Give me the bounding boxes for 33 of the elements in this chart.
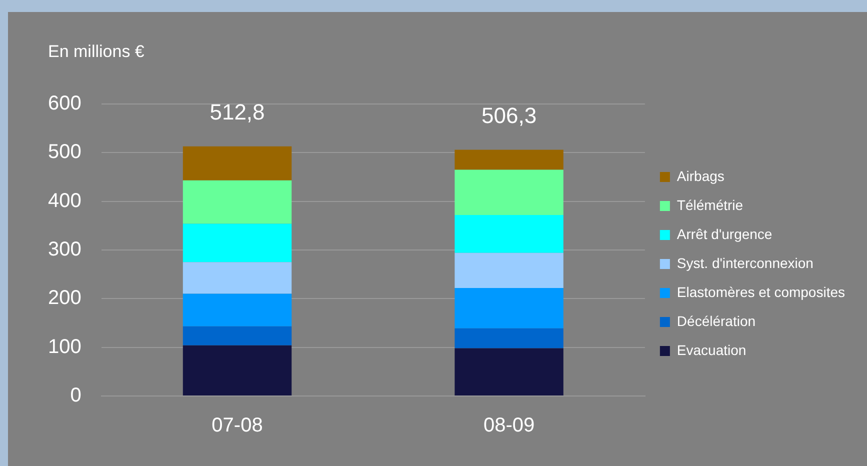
total-label: 512,8 [210, 99, 265, 124]
bar [182, 345, 292, 396]
y-tick-label: 400 [48, 190, 82, 212]
bar [182, 224, 292, 262]
bar [454, 170, 564, 215]
bar [182, 180, 292, 224]
bar [454, 288, 564, 328]
bar [454, 348, 564, 396]
legend-label: Airbags [676, 168, 724, 184]
legend-label: Arrêt d'urgence [676, 226, 772, 242]
y-tick-label: 600 [48, 92, 82, 115]
bar [182, 146, 292, 180]
bar [454, 252, 564, 288]
legend-label: Décélération [676, 312, 756, 329]
y-tick-label: 100 [48, 336, 82, 358]
x-tick-label: 07-08 [212, 414, 263, 437]
bar [454, 214, 564, 253]
bar [454, 328, 564, 348]
legend-label: Evacuation [676, 342, 746, 358]
legend-label: Télémétrie [676, 196, 744, 213]
y-tick-label: 200 [48, 287, 82, 310]
y-tick-label: 0 [70, 384, 82, 407]
bar [182, 294, 292, 326]
y-tick-label: 500 [48, 141, 82, 164]
y-axis-title: En millions € [48, 42, 144, 62]
legend-label: Syst. d'interconnexion [676, 254, 814, 271]
x-tick-label: 08-09 [483, 414, 535, 437]
bar [454, 150, 564, 170]
bar [182, 262, 292, 294]
bar [182, 326, 292, 346]
y-tick-label: 300 [48, 238, 82, 261]
legend-label: Elastomères et composites [676, 284, 846, 300]
total-label: 506,3 [482, 102, 537, 128]
